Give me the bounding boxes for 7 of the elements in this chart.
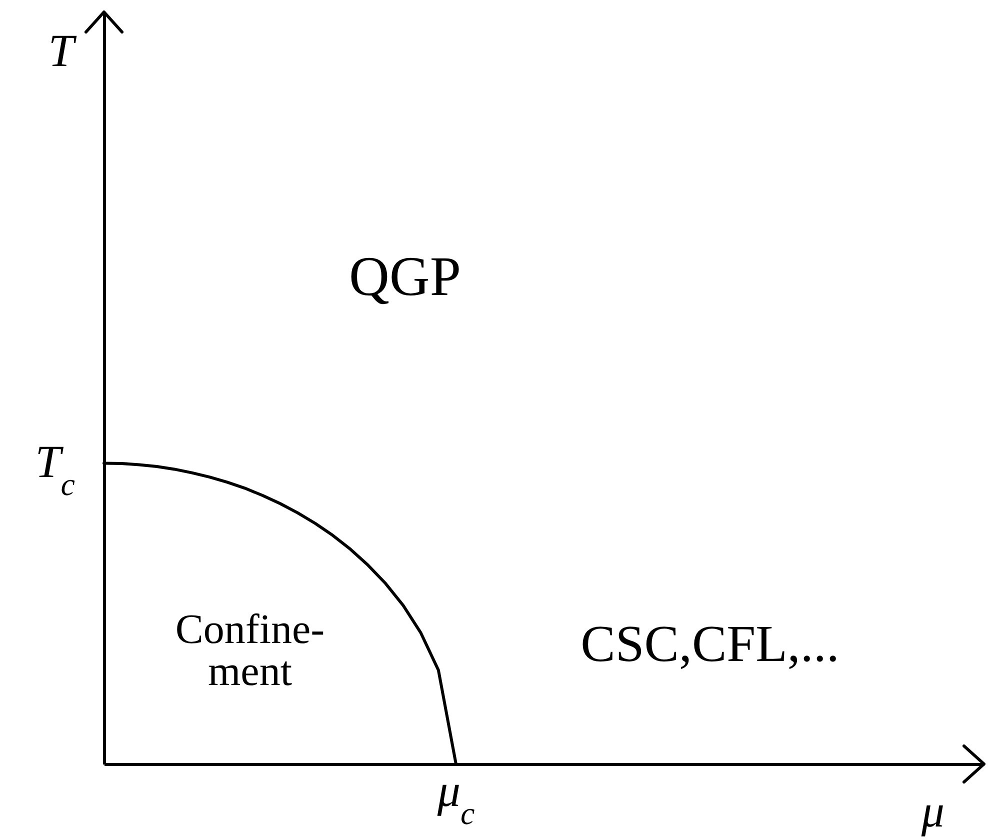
text: QGP: [348, 246, 462, 308]
annotation: Confine- ment: [175, 607, 325, 695]
x-axis-title: μ: [920, 786, 944, 836]
text: T$_{c}$: [35, 436, 75, 502]
text: T: [48, 25, 78, 76]
annotation: CSC,CFL,...: [580, 616, 840, 673]
text: μ$_{c}$: [436, 765, 475, 831]
